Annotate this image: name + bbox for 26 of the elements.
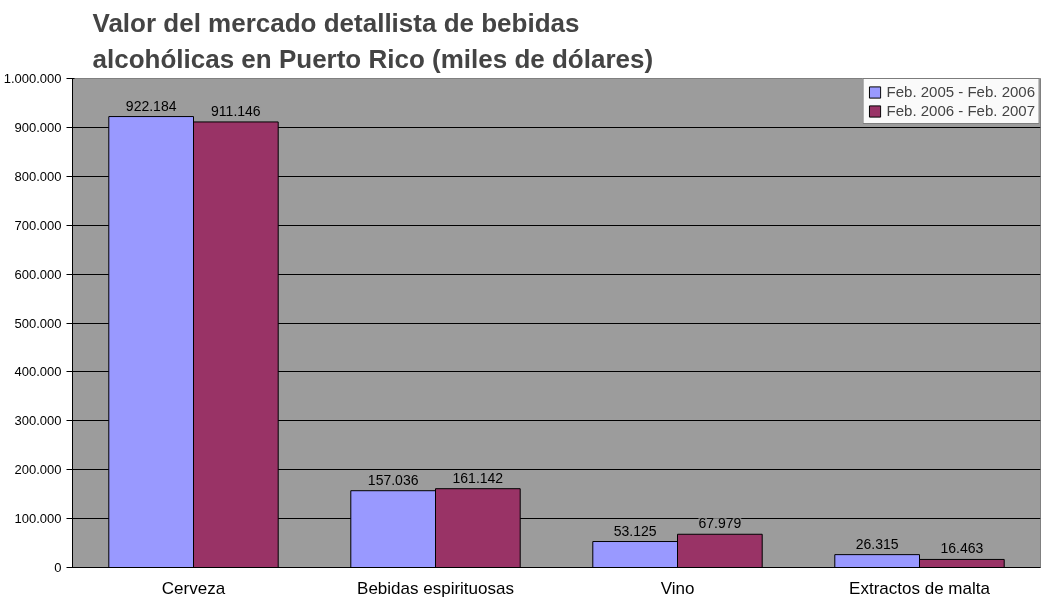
chart-title: Valor del mercado detallista de bebidas alcohólicas en Puerto Rico (miles de dólares) [92, 7, 654, 74]
data-label: 922.184 [125, 97, 177, 114]
y-tick-label: 800.000 [14, 168, 62, 184]
y-tick-label: 500.000 [14, 315, 62, 331]
y-tick-label: 700.000 [14, 217, 62, 233]
data-label: 161.142 [452, 469, 504, 486]
legend-label: Feb. 2006 - Feb. 2007 [886, 102, 1035, 119]
x-tick-label: Cerveza [161, 578, 226, 598]
data-label: 67.979 [698, 515, 742, 532]
y-tick-label: 600.000 [14, 266, 62, 282]
y-tick-label: 200.000 [14, 462, 62, 478]
data-label: 26.315 [855, 535, 899, 552]
x-tick-label: Bebidas espirituosas [357, 578, 514, 598]
y-tick-label: 900.000 [14, 119, 62, 135]
data-label: 911.146 [211, 102, 261, 119]
y-tick-label: 400.000 [14, 364, 62, 380]
y-tick-label: 300.000 [14, 413, 62, 429]
y-tick-label: 1.000.000 [3, 71, 62, 86]
x-tick-label: Vino [660, 578, 695, 598]
data-label: 53.125 [613, 522, 657, 539]
legend-label: Feb. 2005 - Feb. 2006 [886, 83, 1035, 100]
data-label: 16.463 [940, 540, 984, 557]
data-label: 157.036 [367, 471, 419, 488]
y-tick-label: 100.000 [14, 511, 62, 527]
y-tick-label: 0 [54, 560, 62, 575]
x-tick-label: Extractos de malta [849, 578, 991, 598]
